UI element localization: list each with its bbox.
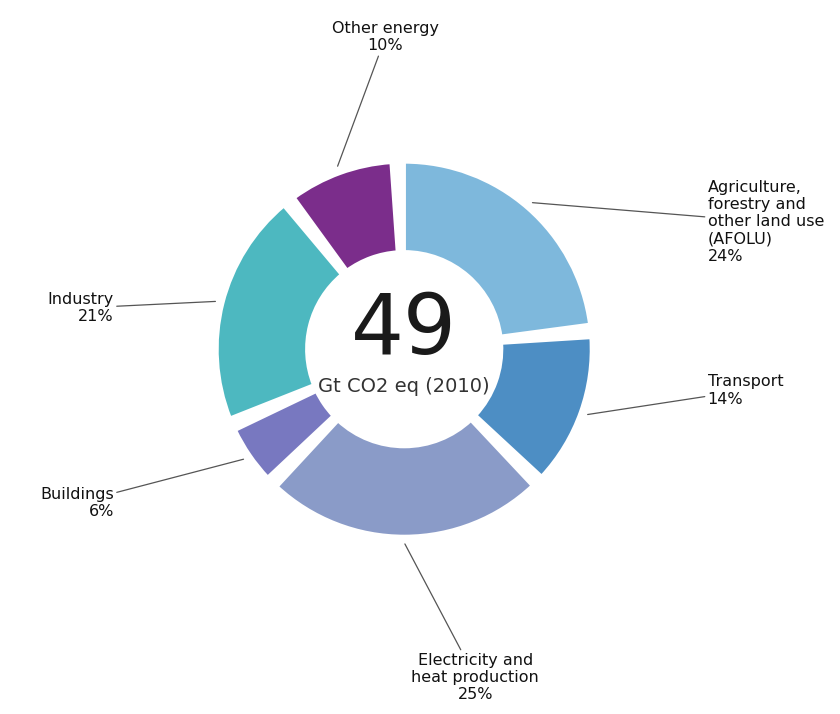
Wedge shape	[217, 206, 342, 418]
Text: Buildings
6%: Buildings 6%	[40, 459, 244, 519]
Wedge shape	[475, 338, 591, 476]
Wedge shape	[404, 162, 590, 336]
Wedge shape	[277, 420, 533, 536]
Text: Agriculture,
forestry and
other land use
(AFOLU)
24%: Agriculture, forestry and other land use…	[533, 179, 824, 264]
Text: Other energy
10%: Other energy 10%	[332, 21, 439, 166]
Wedge shape	[235, 391, 333, 478]
Text: 49: 49	[351, 290, 457, 371]
Wedge shape	[294, 162, 397, 271]
Text: Industry
21%: Industry 21%	[48, 292, 215, 324]
Text: Electricity and
heat production
25%: Electricity and heat production 25%	[405, 544, 539, 703]
Text: Transport
14%: Transport 14%	[588, 374, 783, 415]
Text: Gt CO2 eq (2010): Gt CO2 eq (2010)	[318, 377, 490, 396]
